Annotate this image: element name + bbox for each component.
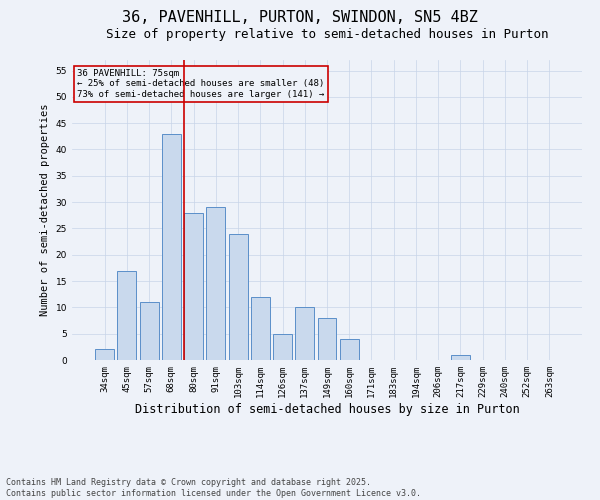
Text: Contains HM Land Registry data © Crown copyright and database right 2025.
Contai: Contains HM Land Registry data © Crown c…: [6, 478, 421, 498]
Bar: [162, 134, 181, 360]
Bar: [140, 302, 158, 360]
Bar: [340, 339, 359, 360]
Y-axis label: Number of semi-detached properties: Number of semi-detached properties: [40, 104, 50, 316]
Bar: [206, 208, 225, 360]
Title: Size of property relative to semi-detached houses in Purton: Size of property relative to semi-detach…: [106, 28, 548, 41]
Bar: [229, 234, 248, 360]
Text: 36 PAVENHILL: 75sqm
← 25% of semi-detached houses are smaller (48)
73% of semi-d: 36 PAVENHILL: 75sqm ← 25% of semi-detach…: [77, 69, 325, 99]
Bar: [184, 212, 203, 360]
Bar: [295, 308, 314, 360]
Bar: [251, 297, 270, 360]
Bar: [317, 318, 337, 360]
Bar: [273, 334, 292, 360]
Bar: [118, 270, 136, 360]
X-axis label: Distribution of semi-detached houses by size in Purton: Distribution of semi-detached houses by …: [134, 402, 520, 415]
Bar: [95, 350, 114, 360]
Bar: [451, 354, 470, 360]
Text: 36, PAVENHILL, PURTON, SWINDON, SN5 4BZ: 36, PAVENHILL, PURTON, SWINDON, SN5 4BZ: [122, 10, 478, 25]
